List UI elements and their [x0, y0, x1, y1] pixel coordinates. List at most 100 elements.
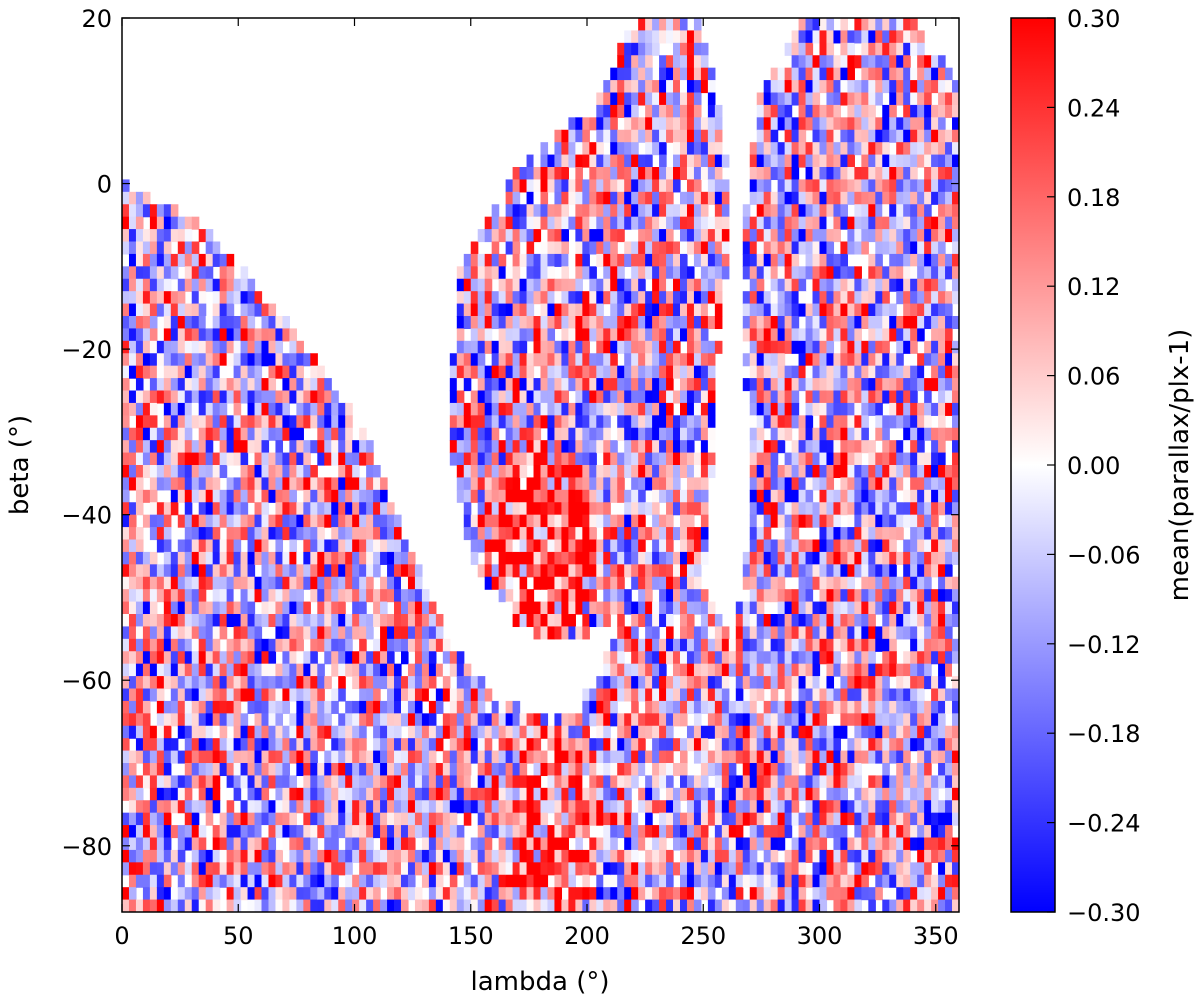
heatmap-cell — [680, 874, 688, 888]
heatmap-cell — [693, 651, 702, 665]
heatmap-cell — [512, 887, 521, 901]
heatmap-cell — [770, 80, 779, 94]
heatmap-cell — [331, 763, 339, 777]
heatmap-cell — [407, 601, 416, 615]
heatmap-cell — [205, 713, 214, 727]
heatmap-cell — [519, 415, 528, 429]
heatmap-cell — [505, 551, 514, 565]
heatmap-cell — [589, 489, 597, 503]
heatmap-cell — [680, 241, 688, 255]
heatmap-cell — [303, 477, 311, 491]
heatmap-cell — [777, 229, 786, 243]
heatmap-cell — [268, 688, 277, 702]
heatmap-cell — [770, 303, 779, 317]
heatmap-cell — [338, 676, 346, 690]
heatmap-cell — [686, 415, 695, 429]
heatmap-cell — [463, 415, 472, 429]
heatmap-cell — [547, 750, 556, 764]
heatmap-cell — [142, 725, 151, 739]
heatmap-cell — [149, 862, 158, 876]
heatmap-cell — [540, 489, 549, 503]
heatmap-cell — [526, 514, 535, 528]
heatmap-cell — [505, 402, 514, 416]
heatmap-cell — [680, 427, 688, 441]
heatmap-cell — [631, 638, 639, 652]
heatmap-cell — [721, 862, 730, 876]
heatmap-cell — [826, 353, 835, 367]
heatmap-cell — [554, 527, 563, 541]
heatmap-cell — [484, 328, 493, 342]
heatmap-cell — [135, 638, 144, 652]
heatmap-cell — [700, 378, 709, 392]
heatmap-cell — [338, 465, 346, 479]
heatmap-cell — [310, 825, 318, 839]
heatmap-cell — [631, 316, 639, 330]
heatmap-cell — [547, 465, 556, 479]
heatmap-cell — [798, 738, 807, 752]
heatmap-cell — [526, 725, 535, 739]
heatmap-cell — [366, 688, 374, 702]
heatmap-cell — [645, 104, 653, 118]
heatmap-cell — [184, 899, 193, 912]
heatmap-cell — [331, 589, 339, 603]
heatmap-cell — [617, 651, 625, 665]
heatmap-cell — [540, 787, 549, 801]
heatmap-cell — [407, 812, 416, 826]
heatmap-cell — [638, 253, 646, 267]
heatmap-cell — [212, 316, 221, 330]
heatmap-cell — [205, 452, 214, 466]
heatmap-cell — [177, 514, 186, 528]
heatmap-cell — [693, 229, 702, 243]
heatmap-cell — [289, 539, 297, 553]
heatmap-cell — [254, 651, 263, 665]
heatmap-cell — [561, 241, 569, 255]
heatmap-cell — [575, 390, 583, 404]
heatmap-cell — [700, 42, 709, 56]
heatmap-cell — [128, 725, 137, 739]
heatmap-cell — [268, 614, 277, 628]
heatmap-cell — [680, 266, 688, 280]
heatmap-cell — [659, 874, 667, 888]
heatmap-cell — [680, 576, 688, 590]
heatmap-cell — [526, 266, 535, 280]
heatmap-cell — [728, 862, 737, 876]
heatmap-cell — [233, 576, 242, 590]
heatmap-cell — [561, 626, 569, 640]
heatmap-cell — [659, 154, 667, 168]
heatmap-cell — [498, 340, 507, 354]
heatmap-cell — [533, 514, 542, 528]
heatmap-cell — [547, 452, 556, 466]
heatmap-cell — [296, 763, 304, 777]
heatmap-cell — [345, 849, 353, 863]
heatmap-cell — [191, 378, 200, 392]
heatmap-cell — [387, 849, 395, 863]
heatmap-cell — [303, 725, 311, 739]
heatmap-cell — [673, 117, 681, 131]
heatmap-cell — [540, 353, 549, 367]
heatmap-cell — [407, 837, 416, 851]
heatmap-cell — [470, 340, 479, 354]
heatmap-cell — [296, 887, 304, 901]
heatmap-cell — [770, 738, 779, 752]
heatmap-cell — [324, 415, 332, 429]
heatmap-cell — [191, 564, 200, 578]
heatmap-cell — [589, 266, 597, 280]
heatmap-cell — [819, 80, 828, 94]
heatmap-cell — [463, 353, 472, 367]
heatmap-cell — [163, 253, 172, 267]
heatmap-cell — [812, 328, 821, 342]
heatmap-cell — [533, 340, 542, 354]
heatmap-cell — [659, 452, 667, 466]
heatmap-cell — [205, 638, 214, 652]
heatmap-cell — [184, 427, 193, 441]
heatmap-cell — [324, 750, 332, 764]
heatmap-cell — [742, 626, 751, 640]
heatmap-cell — [470, 787, 479, 801]
heatmap-cell — [498, 440, 507, 454]
heatmap-cell — [575, 750, 583, 764]
heatmap-cell — [380, 638, 388, 652]
heatmap-cell — [784, 303, 793, 317]
heatmap-cell — [170, 216, 179, 230]
heatmap-cell — [184, 502, 193, 516]
heatmap-cell — [561, 849, 569, 863]
